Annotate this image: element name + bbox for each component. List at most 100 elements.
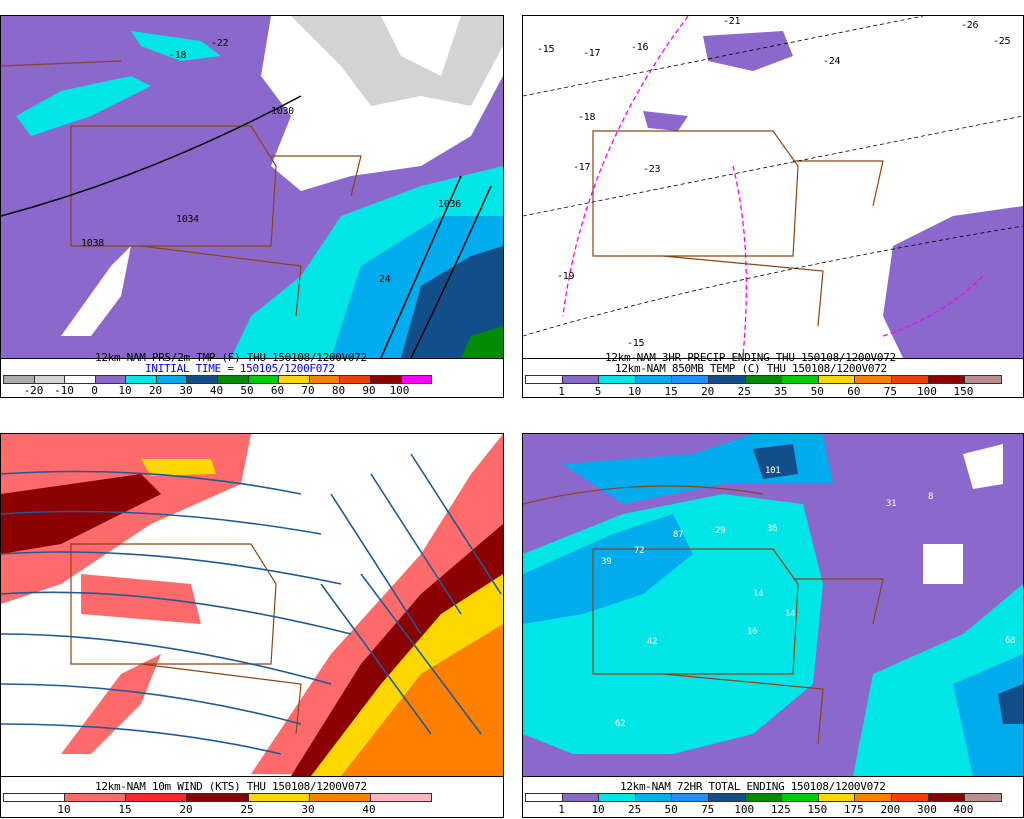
color-bar-swatch xyxy=(401,376,432,383)
color-bar-swatch xyxy=(965,376,1001,383)
map-label: -25 xyxy=(993,36,1011,47)
color-bar-swatch xyxy=(218,376,249,383)
color-bar-swatch xyxy=(126,794,188,801)
color-bar-label: 30 xyxy=(301,803,315,816)
color-bar-label: 15 xyxy=(664,385,678,398)
color-bar-label: 150 xyxy=(953,385,974,398)
map-label: -21 xyxy=(723,16,741,27)
color-bar-label: 5 xyxy=(594,385,602,398)
total-precip-map xyxy=(523,434,1023,776)
color-bar-label: 20 xyxy=(701,385,715,398)
total-color-bar xyxy=(525,793,1002,802)
map-label: 1036 xyxy=(438,199,461,210)
color-bar-label: 10 xyxy=(591,803,605,816)
color-bar-label: 60 xyxy=(847,385,861,398)
color-bar-label: -20 xyxy=(23,384,44,397)
map-label: -18 xyxy=(169,50,187,61)
color-bar-swatch xyxy=(34,376,66,383)
color-bar-swatch xyxy=(526,794,563,801)
color-bar-swatch xyxy=(562,794,600,801)
color-bar-label: 150 xyxy=(807,803,828,816)
total-title: 12km-NAM 72HR TOTAL ENDING 150108/1200V0… xyxy=(620,780,886,793)
color-bar-swatch xyxy=(4,376,35,383)
initial-time: INITIAL TIME = 150105/1200F072 xyxy=(145,362,335,375)
map-label: 14 xyxy=(753,589,764,599)
color-bar-label: 10 xyxy=(118,384,132,397)
color-bar-swatch xyxy=(928,794,966,801)
temperature-legend-frame xyxy=(0,357,504,398)
map-label: 29 xyxy=(715,526,726,536)
map-label: 8 xyxy=(928,492,934,502)
map-label: 1038 xyxy=(81,238,104,249)
color-bar-swatch xyxy=(855,376,893,383)
precip-title: 12km-NAM 3HR PRECIP ENDING THU 150108/12… xyxy=(605,351,896,364)
color-bar-swatch xyxy=(782,794,819,801)
color-bar-label: 25 xyxy=(627,803,642,816)
wind-color-bar xyxy=(3,793,432,802)
color-bar-label: 20 xyxy=(148,384,163,397)
color-bar-swatch xyxy=(95,376,127,383)
color-bar-swatch xyxy=(635,376,673,383)
color-bar-label: 125 xyxy=(770,803,791,816)
color-bar-label: 1 xyxy=(558,385,565,398)
color-bar-label: 40 xyxy=(209,384,224,397)
color-bar-swatch xyxy=(279,376,310,383)
color-bar-swatch xyxy=(309,794,371,801)
map-label: 16 xyxy=(747,627,758,637)
color-bar-swatch xyxy=(709,376,746,383)
map-label: 31 xyxy=(886,499,897,509)
color-bar-label: 75 xyxy=(701,803,715,816)
map-label: 72 xyxy=(634,546,645,556)
map-label: -15 xyxy=(537,44,555,55)
color-bar-swatch xyxy=(818,376,856,383)
wind-title: 12km-NAM 10m WIND (KTS) THU 150108/1200V… xyxy=(95,780,367,793)
color-bar-label: -10 xyxy=(54,384,74,397)
color-bar-swatch xyxy=(892,376,929,383)
color-bar-swatch xyxy=(599,794,636,801)
color-bar-label: 80 xyxy=(331,384,346,397)
color-bar-label: 1 xyxy=(558,803,565,816)
wind-legend-frame xyxy=(0,775,504,818)
color-bar-label: 100 xyxy=(389,384,410,397)
map-label: -16 xyxy=(631,42,649,53)
color-bar-swatch xyxy=(156,376,188,383)
color-bar-label: 15 xyxy=(118,803,132,816)
map-label: -26 xyxy=(961,20,979,31)
color-bar-swatch xyxy=(745,794,783,801)
color-bar-swatch xyxy=(709,794,746,801)
map-label: 101 xyxy=(765,466,781,476)
map-label: -24 xyxy=(823,56,841,67)
color-bar-swatch xyxy=(782,376,819,383)
color-bar-swatch xyxy=(855,794,893,801)
color-bar-label: 0 xyxy=(91,384,98,397)
color-bar-label: 400 xyxy=(953,803,974,816)
color-bar-swatch xyxy=(187,376,219,383)
map-label: 1030 xyxy=(271,106,294,117)
color-bar-label: 300 xyxy=(916,803,937,816)
color-bar-label: 175 xyxy=(843,803,864,816)
color-bar-swatch xyxy=(370,376,402,383)
color-bar-label: 50 xyxy=(240,384,254,397)
map-label: 14 xyxy=(785,609,796,619)
map-label: 42 xyxy=(647,637,658,647)
color-bar-label: 40 xyxy=(362,803,376,816)
map-label: 1034 xyxy=(176,214,199,225)
total-color-bar-labels: 1 10 25 50 75 100 125 150 175 200 300 400 xyxy=(525,804,1000,818)
map-label: 87 xyxy=(673,530,684,540)
color-bar-label: 100 xyxy=(916,385,937,398)
color-bar-swatch xyxy=(599,376,636,383)
color-bar-swatch xyxy=(965,794,1001,801)
map-label: -15 xyxy=(627,338,645,349)
temperature-map xyxy=(1,16,503,358)
color-bar-label: 30 xyxy=(179,384,193,397)
color-bar-swatch xyxy=(309,376,341,383)
temperature-title: 12km-NAM PRS/2m TMP (F) THU 150108/1200V… xyxy=(95,351,367,364)
color-bar-swatch xyxy=(672,376,710,383)
map-label: -17 xyxy=(583,48,601,59)
color-bar-label: 10 xyxy=(627,385,642,398)
color-bar-swatch xyxy=(672,794,710,801)
color-bar-swatch xyxy=(248,376,280,383)
map-label: -19 xyxy=(557,271,575,282)
color-bar-label: 50 xyxy=(664,803,678,816)
precip-map xyxy=(523,16,1023,358)
